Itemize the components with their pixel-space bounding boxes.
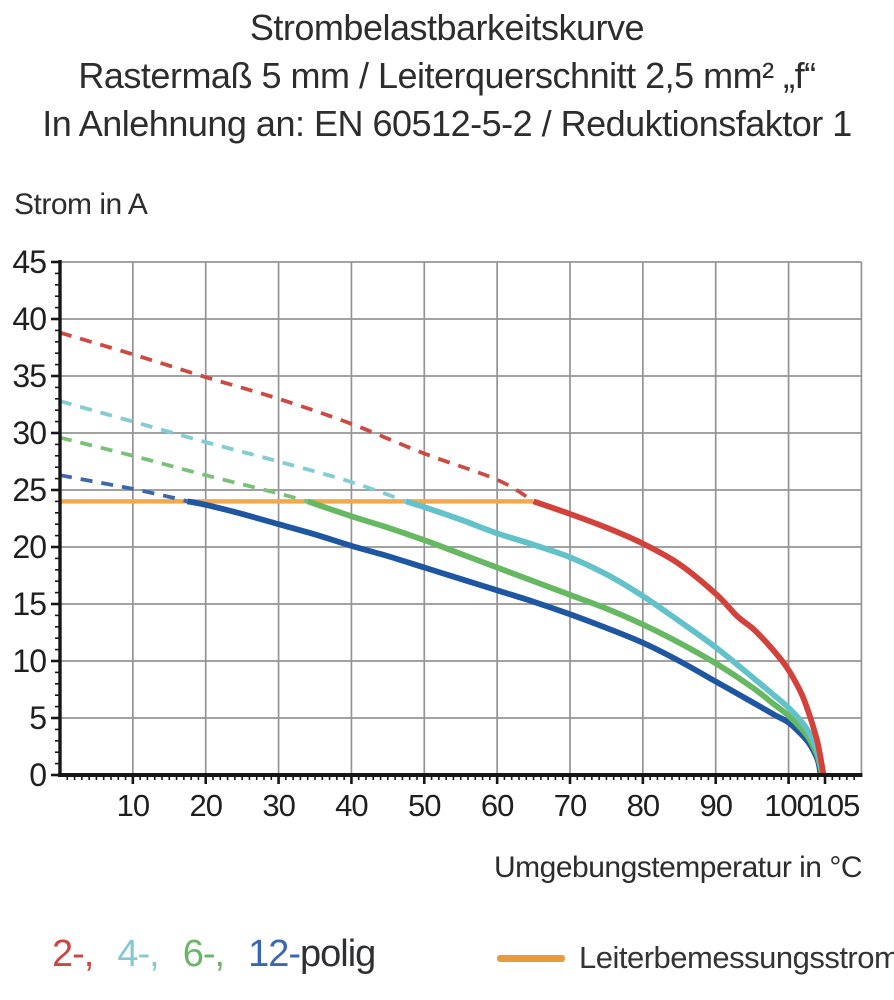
y-tick-label-25: 25 (12, 472, 46, 508)
x-tick-label-20: 20 (189, 788, 222, 823)
x-tick-label-80: 80 (627, 788, 660, 823)
curve-2-polig-dashed (59, 330, 535, 504)
curve-6-polig-solid (306, 498, 825, 776)
y-tick-label-35: 35 (12, 358, 46, 394)
curve-2-polig-solid (532, 498, 827, 776)
y-tick-label-30: 30 (12, 415, 46, 451)
curve-4-polig-solid (405, 498, 826, 776)
x-tick-label-50: 50 (408, 788, 441, 823)
x-tick-label-70: 70 (554, 788, 587, 823)
legend-item-2-polig: 2-, (52, 933, 94, 975)
x-tick-label-30: 30 (262, 788, 295, 823)
legend-item-4-polig: 4-, (117, 933, 159, 975)
curve-12-polig-solid (186, 498, 824, 776)
y-tick-label-20: 20 (12, 529, 46, 565)
curve-6-polig-dashed (59, 435, 309, 504)
x-tick-label-90: 90 (699, 788, 732, 823)
y-axis-title: Strom in A (14, 188, 148, 221)
chart-title-line-1: Strombelastbarkeitskurve (249, 7, 645, 48)
legend-pole-suffix: polig (300, 933, 376, 975)
legend-poles: 2-, 4-, 6-, 12- polig (52, 933, 376, 976)
y-tick-label-0: 0 (29, 757, 46, 793)
legend-rated-current: Leiterbemessungsstrom (497, 933, 894, 983)
chart-title-line-2: Rastermaß 5 mm / Leiterquerschnitt 2,5 m… (78, 55, 816, 96)
x-tick-label-100: 100 (764, 788, 813, 823)
legend-item-6-polig: 6-, (182, 933, 225, 975)
chart-title-block: Strombelastbarkeitskurve Rastermaß 5 mm … (0, 4, 894, 148)
chart-title-line-3: In Anlehnung an: EN 60512-5-2 / Reduktio… (42, 103, 852, 144)
curve-12-polig-dashed (59, 473, 188, 504)
y-tick-label-10: 10 (12, 643, 46, 679)
legend-item-12-polig: 12- (248, 933, 301, 975)
x-tick-label-10: 10 (117, 788, 150, 823)
y-tick-label-40: 40 (12, 301, 46, 337)
y-tick-label-15: 15 (12, 586, 46, 622)
curve-4-polig-dashed (59, 399, 407, 504)
x-tick-label-105: 105 (811, 788, 860, 823)
x-axis-title: Umgebungstemperatur in °C (493, 851, 863, 884)
rated-current-line-swatch (497, 954, 565, 962)
x-tick-label-40: 40 (335, 788, 368, 823)
y-tick-label-45: 45 (12, 244, 46, 280)
rated-current-label: Leiterbemessungsstrom (579, 940, 894, 975)
y-tick-label-5: 5 (29, 700, 46, 736)
x-tick-label-60: 60 (481, 788, 514, 823)
